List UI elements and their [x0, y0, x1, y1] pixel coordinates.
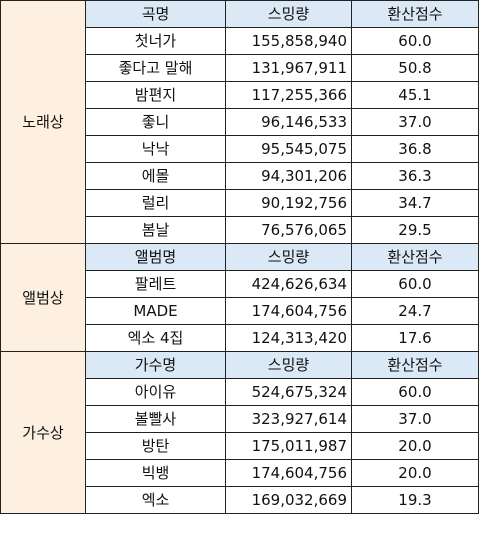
entry-name-cell: 봄날: [85, 216, 226, 244]
table-row: 럴리 90,192,756 34.7: [1, 189, 479, 217]
name-column-header: 곡명: [85, 0, 226, 28]
converted-score-cell: 45.1: [351, 81, 479, 109]
entry-name-cell: 엑소 4집: [85, 324, 226, 352]
table-row: 밤편지 117,255,366 45.1: [1, 81, 479, 109]
table-row: 빅뱅 174,604,756 20.0: [1, 459, 479, 487]
stream-count-cell: 96,146,533: [225, 108, 352, 136]
stream-count-cell: 175,011,987: [225, 432, 352, 460]
stream-count-cell: 524,675,324: [225, 378, 352, 406]
score-column-header: 환산점수: [351, 0, 479, 28]
converted-score-cell: 60.0: [351, 270, 479, 298]
streams-column-header: 스밍량: [225, 351, 352, 379]
artist-award-header-row: 가수상 가수명 스밍량 환산점수: [0, 351, 479, 514]
table-row: 봄날 76,576,065 29.5: [1, 216, 479, 244]
entry-name-cell: 볼빨사: [85, 405, 226, 433]
table-row: 낙낙 95,545,075 36.8: [1, 135, 479, 163]
converted-score-cell: 24.7: [351, 297, 479, 325]
stream-count-cell: 95,545,075: [225, 135, 352, 163]
entry-name-cell: 방탄: [85, 432, 226, 460]
entry-name-cell: 낙낙: [85, 135, 226, 163]
table-row: 좋니 96,146,533 37.0: [1, 108, 479, 136]
entry-name-cell: 럴리: [85, 189, 226, 217]
name-column-header: 가수명: [85, 351, 226, 379]
score-column-header: 환산점수: [351, 243, 479, 271]
entry-name-cell: 빅뱅: [85, 459, 226, 487]
stream-count-cell: 131,967,911: [225, 54, 352, 82]
stream-count-cell: 117,255,366: [225, 81, 352, 109]
table-row: 엑소 4집 124,313,420 17.6: [1, 324, 479, 352]
converted-score-cell: 20.0: [351, 459, 479, 487]
streams-column-header: 스밍량: [225, 243, 352, 271]
streams-column-header: 스밍량: [225, 0, 352, 28]
entry-name-cell: 엑소: [85, 486, 226, 514]
entry-name-cell: 에몰: [85, 162, 226, 190]
album-award-category-label: 앨범상: [0, 243, 86, 352]
stream-count-cell: 94,301,206: [225, 162, 352, 190]
entry-name-cell: 팔레트: [85, 270, 226, 298]
song-award-category-label: 노래상: [0, 0, 86, 244]
stream-count-cell: 169,032,669: [225, 486, 352, 514]
entry-name-cell: 밤편지: [85, 81, 226, 109]
stream-count-cell: 174,604,756: [225, 297, 352, 325]
entry-name-cell: 첫너가: [85, 27, 226, 55]
stream-count-cell: 124,313,420: [225, 324, 352, 352]
award-table-body: 노래상 곡명 스밍량 환산점수 첫너가 155,858,940 60.0 좋다고 말해 131,…: [0, 0, 479, 514]
converted-score-cell: 60.0: [351, 378, 479, 406]
converted-score-cell: 29.5: [351, 216, 479, 244]
album-award-header-row: 앨범상 앨범명 스밍량 환산점수: [0, 243, 479, 352]
table-row: 팔레트 424,626,634 60.0: [1, 270, 479, 298]
award-table: 노래상 곡명 스밍량 환산점수 첫너가 155,858,940 60.0 좋다고 말해 131,…: [0, 0, 479, 514]
converted-score-cell: 20.0: [351, 432, 479, 460]
entry-name-cell: 좋니: [85, 108, 226, 136]
converted-score-cell: 17.6: [351, 324, 479, 352]
entry-name-cell: 아이유: [85, 378, 226, 406]
stream-count-cell: 424,626,634: [225, 270, 352, 298]
entry-name-cell: MADE: [85, 297, 226, 325]
table-row: 엑소 169,032,669 19.3: [1, 486, 479, 514]
name-column-header: 앨범명: [85, 243, 226, 271]
stream-count-cell: 323,927,614: [225, 405, 352, 433]
converted-score-cell: 37.0: [351, 405, 479, 433]
stream-count-cell: 76,576,065: [225, 216, 352, 244]
converted-score-cell: 50.8: [351, 54, 479, 82]
converted-score-cell: 36.3: [351, 162, 479, 190]
table-row: 좋다고 말해 131,967,911 50.8: [1, 54, 479, 82]
song-award-header-row: 노래상 곡명 스밍량 환산점수: [0, 0, 479, 244]
artist-award-category-label: 가수상: [0, 351, 86, 514]
stream-count-cell: 90,192,756: [225, 189, 352, 217]
stream-count-cell: 155,858,940: [225, 27, 352, 55]
stream-count-cell: 174,604,756: [225, 459, 352, 487]
converted-score-cell: 37.0: [351, 108, 479, 136]
score-column-header: 환산점수: [351, 351, 479, 379]
converted-score-cell: 36.8: [351, 135, 479, 163]
converted-score-cell: 60.0: [351, 27, 479, 55]
table-row: 에몰 94,301,206 36.3: [1, 162, 479, 190]
table-row: MADE 174,604,756 24.7: [1, 297, 479, 325]
converted-score-cell: 34.7: [351, 189, 479, 217]
converted-score-cell: 19.3: [351, 486, 479, 514]
table-row: 첫너가 155,858,940 60.0: [1, 27, 479, 55]
entry-name-cell: 좋다고 말해: [85, 54, 226, 82]
